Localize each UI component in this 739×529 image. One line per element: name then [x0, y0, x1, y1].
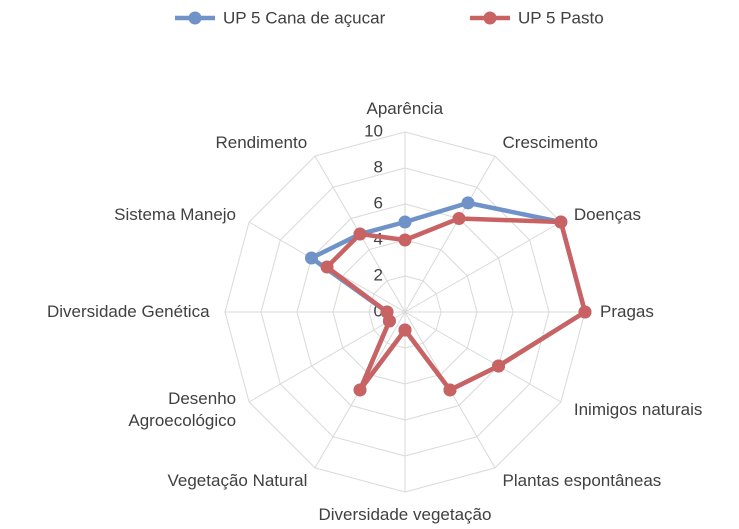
tick-label: 10	[364, 121, 383, 140]
category-label: Aparência	[366, 99, 444, 118]
series-point	[578, 305, 592, 319]
series-point	[320, 260, 334, 274]
series-point	[398, 323, 412, 337]
legend-label: UP 5 Pasto	[518, 8, 604, 27]
category-label: Pragas	[600, 302, 654, 321]
series-line	[309, 200, 588, 393]
series-point	[492, 359, 506, 373]
category-label: Sistema Manejo	[114, 204, 237, 224]
category-label: Doenças	[573, 204, 641, 224]
series-point	[461, 196, 475, 210]
tick-label: 6	[374, 193, 383, 212]
series-point	[398, 215, 412, 229]
category-label: Plantas espontâneas	[502, 470, 662, 490]
tick-label: 4	[374, 229, 383, 248]
series-point	[554, 215, 568, 229]
series-point	[353, 383, 367, 397]
category-label: Vegetação Natural	[167, 470, 308, 490]
series-point	[304, 251, 318, 265]
tick-label: 8	[374, 157, 383, 176]
spoke	[404, 311, 562, 403]
series-point	[380, 305, 394, 319]
category-label: Desenho Agroecológico	[128, 388, 237, 430]
series-point	[452, 211, 466, 225]
tick-label: 0	[374, 301, 383, 320]
legend-marker	[188, 11, 202, 25]
tick-label: 2	[374, 265, 383, 284]
category-label: Inimigos naturais	[573, 399, 703, 419]
spoke	[248, 311, 406, 403]
series-point	[353, 227, 367, 241]
spoke	[404, 221, 562, 313]
category-label: Diversidade vegetação	[318, 505, 492, 524]
category-label: Crescimento	[502, 133, 598, 153]
category-label: Rendimento	[215, 133, 308, 153]
spoke	[404, 155, 496, 313]
legend-label: UP 5 Cana de açucar	[223, 8, 386, 27]
category-label: Diversidade Genética	[47, 302, 210, 321]
series-point	[443, 383, 457, 397]
series-point	[398, 233, 412, 247]
legend-marker	[483, 11, 497, 25]
